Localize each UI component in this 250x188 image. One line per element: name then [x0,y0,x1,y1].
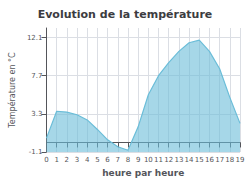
svg-text:12.1: 12.1 [27,34,43,42]
svg-text:1: 1 [54,156,58,164]
svg-text:Température en °C: Température en °C [7,52,17,129]
svg-text:15: 15 [195,156,204,164]
svg-text:19: 19 [236,156,245,164]
svg-text:2: 2 [65,156,69,164]
svg-text:0: 0 [44,156,48,164]
svg-text:-1.1: -1.1 [29,148,43,156]
svg-text:7: 7 [116,156,120,164]
svg-text:3.3: 3.3 [31,110,42,118]
svg-text:10: 10 [144,156,153,164]
svg-text:12: 12 [164,156,173,164]
svg-text:17: 17 [215,156,224,164]
svg-text:Evolution de la température: Evolution de la température [38,8,213,21]
svg-text:4: 4 [85,156,90,164]
svg-text:9: 9 [136,156,140,164]
svg-text:8: 8 [126,156,130,164]
svg-text:6: 6 [105,156,110,164]
svg-text:16: 16 [205,156,214,164]
svg-text:11: 11 [154,156,163,164]
svg-text:13: 13 [174,156,183,164]
svg-text:7.7: 7.7 [31,72,42,80]
svg-text:5: 5 [95,156,99,164]
svg-text:heure par heure: heure par heure [102,168,184,178]
svg-text:18: 18 [225,156,234,164]
svg-text:3: 3 [75,156,79,164]
svg-text:14: 14 [185,156,194,164]
